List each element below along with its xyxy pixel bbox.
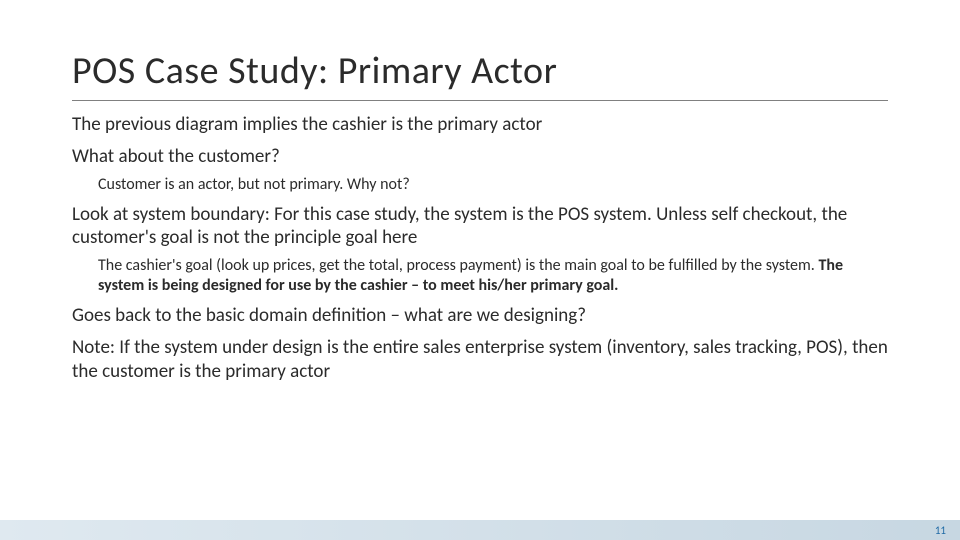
sub-paragraph: The cashier's goal (look up prices, get … (98, 256, 888, 296)
slide-title: POS Case Study: Primary Actor (72, 48, 888, 101)
paragraph: Look at system boundary: For this case s… (72, 203, 888, 251)
sub-paragraph: Customer is an actor, but not primary. W… (98, 175, 888, 195)
paragraph: What about the customer? (72, 145, 888, 169)
page-number: 11 (935, 524, 946, 537)
paragraph: Note: If the system under design is the … (72, 336, 888, 384)
paragraph: The previous diagram implies the cashier… (72, 113, 888, 137)
slide: POS Case Study: Primary Actor The previo… (0, 0, 960, 540)
sub-paragraph-text: The cashier's goal (look up prices, get … (98, 256, 818, 275)
slide-body: The previous diagram implies the cashier… (72, 113, 888, 383)
paragraph: Goes back to the basic domain definition… (72, 304, 888, 328)
footer-bar: 11 (0, 520, 960, 540)
